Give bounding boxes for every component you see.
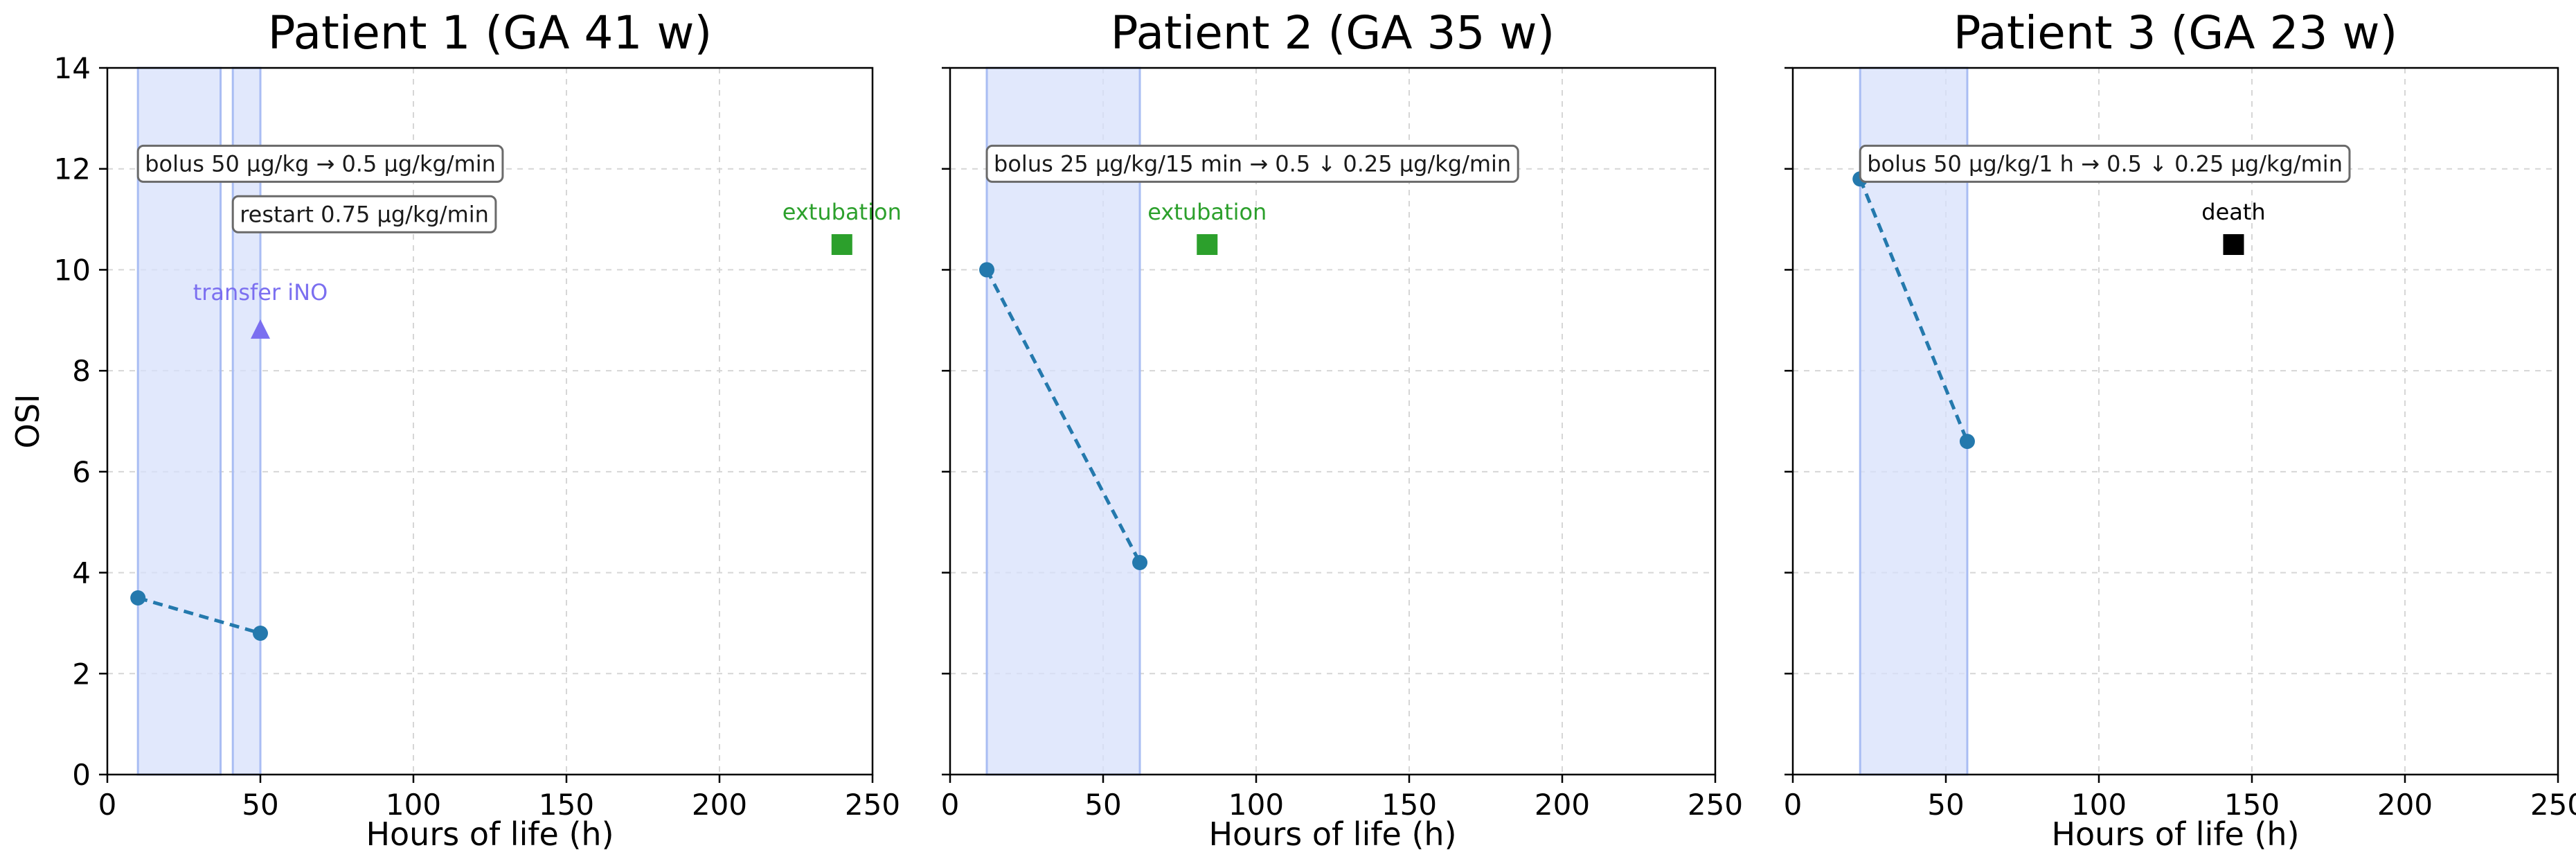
annotation-text: bolus 25 µg/kg/15 min → 0.5 ↓ 0.25 µg/kg… <box>994 150 1511 177</box>
treatment-interval <box>136 67 222 776</box>
osi-data-point <box>979 262 995 278</box>
annotation-text: bolus 50 µg/kg/1 h → 0.5 ↓ 0.25 µg/kg/mi… <box>1867 150 2343 177</box>
osi-series-line <box>985 269 1142 564</box>
x-tick-label: 250 <box>2530 788 2576 822</box>
panel-1: 0 50 100 150 200 250 0 2 4 6 8 10 12 14 bolus 50 µg/kg… <box>9 6 902 853</box>
y-axis-label: OSI <box>9 394 46 449</box>
event-label: transfer iNO <box>193 279 328 306</box>
y-tick-label: 12 <box>54 152 91 186</box>
x-tick-label: 150 <box>539 788 594 822</box>
x-tick-label: 200 <box>692 788 747 822</box>
x-tick-label: 250 <box>845 788 900 822</box>
x-tick-label: 0 <box>941 788 960 822</box>
x-tick-label: 50 <box>1927 788 1964 822</box>
axes-frame <box>1791 67 2559 776</box>
y-tick-label: 2 <box>72 657 91 691</box>
event-marker-square <box>831 234 852 255</box>
y-tick-label: 8 <box>72 354 91 388</box>
x-tick-label: 100 <box>2071 788 2127 822</box>
event-label: death <box>2201 199 2265 225</box>
panel-title: Patient 3 (GA 23 w) <box>1953 6 2397 60</box>
event-marker-square <box>2223 234 2244 255</box>
x-tick-label: 50 <box>242 788 278 822</box>
x-axis-label: Hours of life (h) <box>366 815 614 853</box>
axes-frame <box>949 67 1717 776</box>
dosing-annotation: bolus 50 µg/kg/1 h → 0.5 ↓ 0.25 µg/kg/mi… <box>1859 144 2351 183</box>
osi-series-line <box>137 596 261 635</box>
annotation-text: restart 0.75 µg/kg/min <box>240 201 489 227</box>
panel-title: Patient 1 (GA 41 w) <box>268 6 712 60</box>
x-tick-label: 0 <box>98 788 117 822</box>
x-axis-label: Hours of life (h) <box>2051 815 2299 853</box>
x-tick-label: 150 <box>2224 788 2280 822</box>
annotation-box <box>985 144 1519 183</box>
x-tick-label: 150 <box>1381 788 1437 822</box>
osi-data-point <box>253 626 268 641</box>
event-label: extubation <box>1147 199 1267 225</box>
x-axis-label: Hours of life (h) <box>1208 815 1456 853</box>
axes-frame <box>106 67 874 776</box>
y-tick-label: 10 <box>54 253 91 287</box>
osi-data-point <box>1132 555 1148 570</box>
dosing-annotation: bolus 25 µg/kg/15 min → 0.5 ↓ 0.25 µg/kg… <box>985 144 1519 183</box>
treatment-interval <box>985 67 1141 776</box>
annotation-box <box>1859 144 2351 183</box>
x-tick-label: 250 <box>1688 788 1743 822</box>
x-tick-label: 0 <box>1784 788 1803 822</box>
x-tick-label: 100 <box>1228 788 1284 822</box>
y-tick-label: 0 <box>72 758 91 792</box>
event-marker-triangle <box>251 319 270 339</box>
x-tick-label: 200 <box>1535 788 1590 822</box>
treatment-interval <box>1859 67 1969 776</box>
x-tick-label: 200 <box>2377 788 2433 822</box>
dosing-annotation: restart 0.75 µg/kg/min <box>231 195 497 233</box>
x-tick-label: 100 <box>386 788 441 822</box>
y-tick-label: 4 <box>72 556 91 590</box>
annotation-text: bolus 50 µg/kg → 0.5 µg/kg/min <box>145 150 496 177</box>
panel-2: 0 50 100 150 200 250 bolus 25 µg/kg/15 min → 0… <box>941 6 1743 853</box>
osi-data-point <box>1959 434 1975 450</box>
event-label: extubation <box>782 199 902 225</box>
x-tick-label: 50 <box>1084 788 1121 822</box>
event-marker-square <box>1197 234 1218 255</box>
annotation-box <box>231 195 497 233</box>
dosing-annotation: bolus 50 µg/kg → 0.5 µg/kg/min <box>136 144 504 183</box>
y-tick-label: 14 <box>54 51 91 85</box>
annotation-box <box>136 144 504 183</box>
osi-data-point <box>130 590 146 606</box>
panel-title: Patient 2 (GA 35 w) <box>1111 6 1555 60</box>
y-tick-label: 6 <box>72 455 91 489</box>
panel-3: 0 50 100 150 200 250 bolus 50 µg/kg/1 h → 0.5 … <box>1784 6 2576 853</box>
